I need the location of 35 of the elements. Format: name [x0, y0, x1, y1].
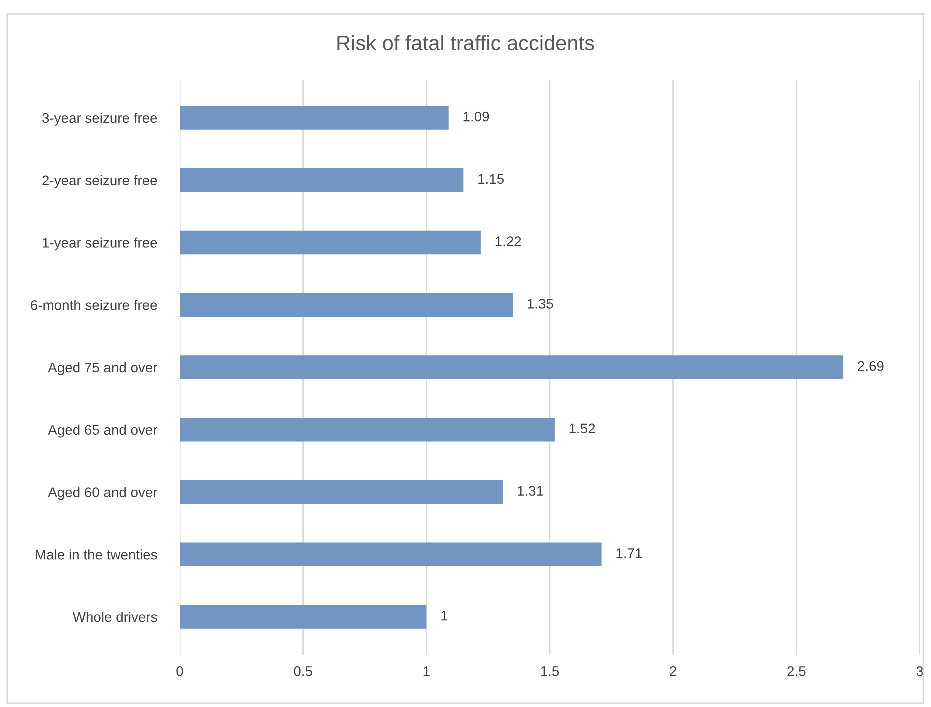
y-tick-label: 3-year seizure free: [42, 112, 158, 126]
bar: [180, 356, 844, 380]
data-label: 1.52: [570, 424, 596, 434]
bar: [180, 106, 449, 130]
data-label: 1.09: [464, 112, 490, 122]
data-label: 1.31: [518, 486, 544, 496]
x-tick-label: 2.5: [788, 666, 806, 676]
data-label: 1.15: [478, 174, 504, 184]
x-tick-label: 0.5: [294, 666, 312, 676]
chart-title: Risk of fatal traffic accidents: [338, 35, 594, 51]
bar: [180, 293, 513, 317]
y-tick-label: Aged 65 and over: [48, 424, 158, 438]
bar: [180, 418, 555, 442]
y-tick-label: 1-year seizure free: [43, 238, 158, 251]
data-label: 1.22: [496, 236, 522, 246]
data-label: 2.69: [858, 361, 884, 372]
x-tick-label: 1: [424, 666, 430, 676]
bar: [180, 605, 427, 629]
data-label: 1.35: [528, 299, 554, 309]
bar: [180, 542, 602, 566]
y-tick-label: Whole drivers: [72, 612, 158, 622]
x-tick-label: 0: [176, 666, 184, 676]
bar: [180, 168, 464, 192]
data-label: 1: [442, 611, 448, 621]
y-tick-label: Aged 60 and over: [48, 487, 158, 500]
y-tick-label: Aged 75 and over: [48, 362, 158, 376]
x-tick-label: 2: [670, 666, 676, 676]
x-tick-label: 1.5: [541, 666, 560, 676]
x-tick-label: 3: [916, 666, 924, 676]
y-tick-label: 2-year seizure free: [42, 175, 158, 188]
bar: [180, 480, 504, 504]
bar: [180, 230, 481, 255]
y-tick-label: Male in the twenties: [36, 550, 158, 560]
data-label: 1.71: [616, 548, 642, 558]
y-tick-label: 6-month seizure free: [31, 300, 158, 310]
